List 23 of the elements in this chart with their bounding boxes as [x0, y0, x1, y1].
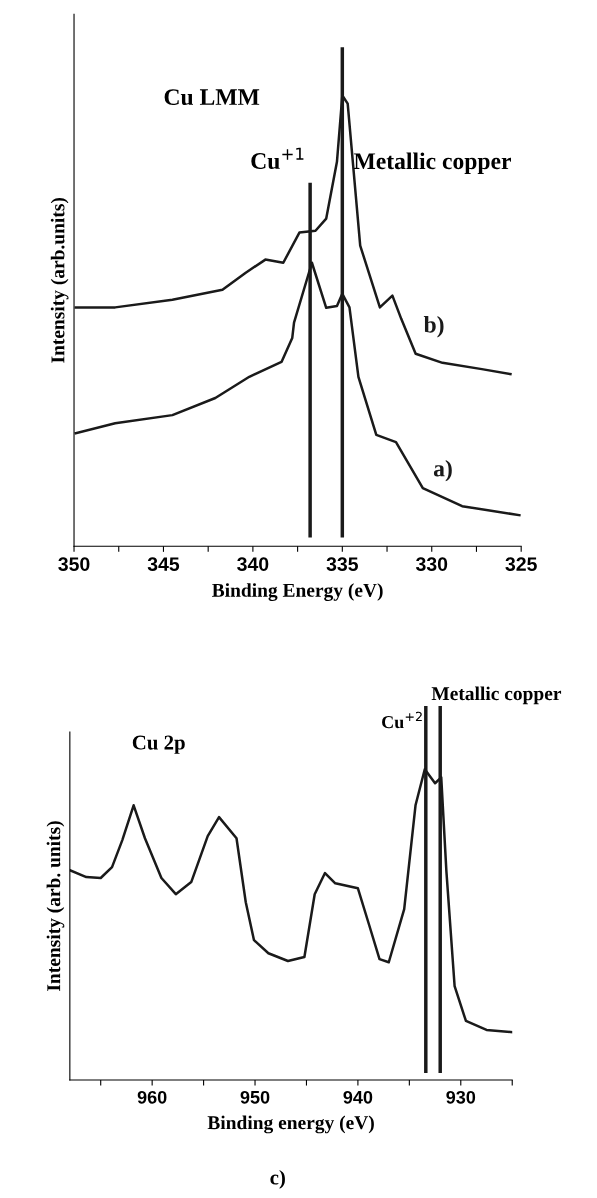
ref-line-label: Metallic copper — [353, 152, 511, 174]
x-tick-label: 950 — [240, 1090, 270, 1104]
series-label: b) — [423, 316, 444, 338]
x-tick-label: 325 — [505, 557, 537, 572]
y-axis-title: Intensity (arb. units) — [46, 821, 65, 991]
x-tick-label: 330 — [415, 557, 448, 572]
text: Cu 2p — [132, 735, 185, 754]
x-tick-label: 350 — [58, 557, 90, 572]
x-tick-label: 335 — [326, 557, 358, 572]
x-tick-label: 340 — [237, 557, 269, 572]
x-axis-title: Binding Energy (eV) — [212, 583, 383, 601]
x-tick-label: 960 — [137, 1090, 167, 1104]
ref-line-label: Cu$^{+2}$ — [382, 711, 422, 729]
x-tick-label: 345 — [147, 557, 180, 572]
ref-line-label: Cu$^{+1}$ — [251, 147, 304, 170]
y-axis-title: Intensity (arb.units) — [50, 197, 69, 363]
annotation: Cu LMM — [164, 89, 260, 106]
ref-line-label: Metallic copper — [431, 686, 562, 705]
x-axis-title: Binding energy (eV) — [207, 1115, 374, 1134]
x-tick-label: 940 — [343, 1090, 373, 1104]
series-label: a) — [433, 459, 452, 482]
x-tick-label: 930 — [446, 1090, 476, 1104]
text: c) — [270, 1169, 285, 1189]
